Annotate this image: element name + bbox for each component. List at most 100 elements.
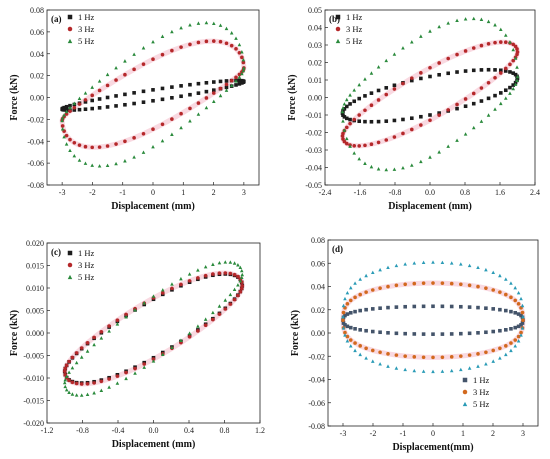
legend-marker [67, 274, 73, 280]
data-point [85, 341, 90, 345]
data-point [132, 67, 136, 72]
data-point [515, 65, 519, 69]
data-point [521, 318, 525, 323]
data-point [491, 307, 496, 311]
data-point [467, 263, 472, 268]
data-point [72, 153, 77, 158]
data-point [498, 91, 503, 95]
data-point [357, 144, 362, 148]
data-point [459, 331, 463, 336]
data-point [384, 167, 389, 172]
data-point [419, 159, 423, 164]
data-point [223, 298, 228, 302]
data-point [223, 307, 228, 311]
data-point [504, 292, 508, 297]
smoothed-band [340, 280, 526, 360]
data-point [509, 281, 513, 285]
data-point [498, 273, 502, 278]
data-point [358, 328, 362, 332]
data-point [369, 119, 374, 124]
data-point [521, 315, 525, 319]
data-point [211, 21, 216, 25]
data-point [234, 79, 238, 83]
data-point [196, 268, 200, 272]
data-point [64, 374, 69, 378]
x-tick-label: 1.6 [495, 188, 505, 197]
y-tick-label: -0.020 [23, 419, 44, 428]
data-point [85, 349, 90, 353]
data-point [369, 142, 374, 147]
y-tick-label: 0.00 [308, 94, 322, 103]
x-tick-label: 0.0 [149, 426, 159, 435]
data-point [401, 131, 405, 136]
data-point [203, 264, 208, 269]
data-point [68, 105, 72, 110]
data-point [160, 352, 165, 356]
data-point [455, 52, 459, 57]
data-point [196, 40, 201, 45]
data-point [519, 333, 523, 337]
data-point [211, 39, 216, 43]
data-point [238, 265, 243, 270]
data-point [357, 113, 362, 117]
data-point [223, 271, 228, 275]
data-point [516, 302, 521, 306]
data-point [459, 367, 463, 372]
data-point [369, 164, 374, 169]
data-point [79, 393, 84, 397]
data-point [440, 332, 445, 336]
data-point [67, 359, 71, 364]
data-point [115, 322, 120, 326]
data-point [204, 96, 209, 100]
data-point [363, 94, 367, 98]
data-point [486, 67, 491, 72]
data-point [419, 71, 423, 75]
legend-marker [67, 262, 73, 268]
data-point [467, 353, 472, 357]
data-point [90, 85, 95, 89]
legend-marker [67, 14, 73, 20]
y-tick-label: -0.015 [23, 397, 44, 406]
data-point [238, 279, 243, 283]
data-point [428, 118, 432, 123]
data-point [239, 286, 244, 291]
data-point [67, 390, 71, 394]
data-point [428, 29, 432, 33]
data-point [348, 298, 353, 303]
x-tick-label: 0.4 [184, 426, 194, 435]
data-point [357, 96, 362, 101]
data-point [170, 282, 174, 286]
data-point [234, 36, 238, 40]
data-point [437, 24, 441, 29]
data-point [403, 331, 407, 336]
data-point [392, 83, 397, 88]
data-point [357, 119, 362, 124]
data-point [378, 362, 382, 366]
data-point [449, 355, 454, 359]
data-point [92, 391, 96, 395]
data-point [211, 91, 216, 95]
data-point [83, 98, 88, 102]
data-point [97, 97, 102, 101]
data-point [386, 305, 390, 310]
data-point [467, 331, 472, 336]
data-point [234, 47, 238, 51]
data-point [196, 21, 201, 25]
y-tick-label: 0.04 [308, 24, 322, 33]
data-point [218, 93, 223, 98]
data-point [160, 52, 165, 57]
data-point [72, 108, 77, 112]
data-point [204, 105, 209, 110]
data-point [151, 57, 155, 62]
data-point [217, 312, 222, 316]
data-point [486, 96, 491, 101]
data-point [403, 367, 407, 372]
data-point [187, 272, 192, 276]
data-point [369, 103, 374, 108]
data-point [486, 113, 491, 117]
legend-label: 3 Hz [78, 260, 95, 270]
data-point [70, 392, 75, 396]
data-point [97, 79, 102, 83]
data-point [394, 305, 399, 309]
data-point [64, 387, 69, 392]
